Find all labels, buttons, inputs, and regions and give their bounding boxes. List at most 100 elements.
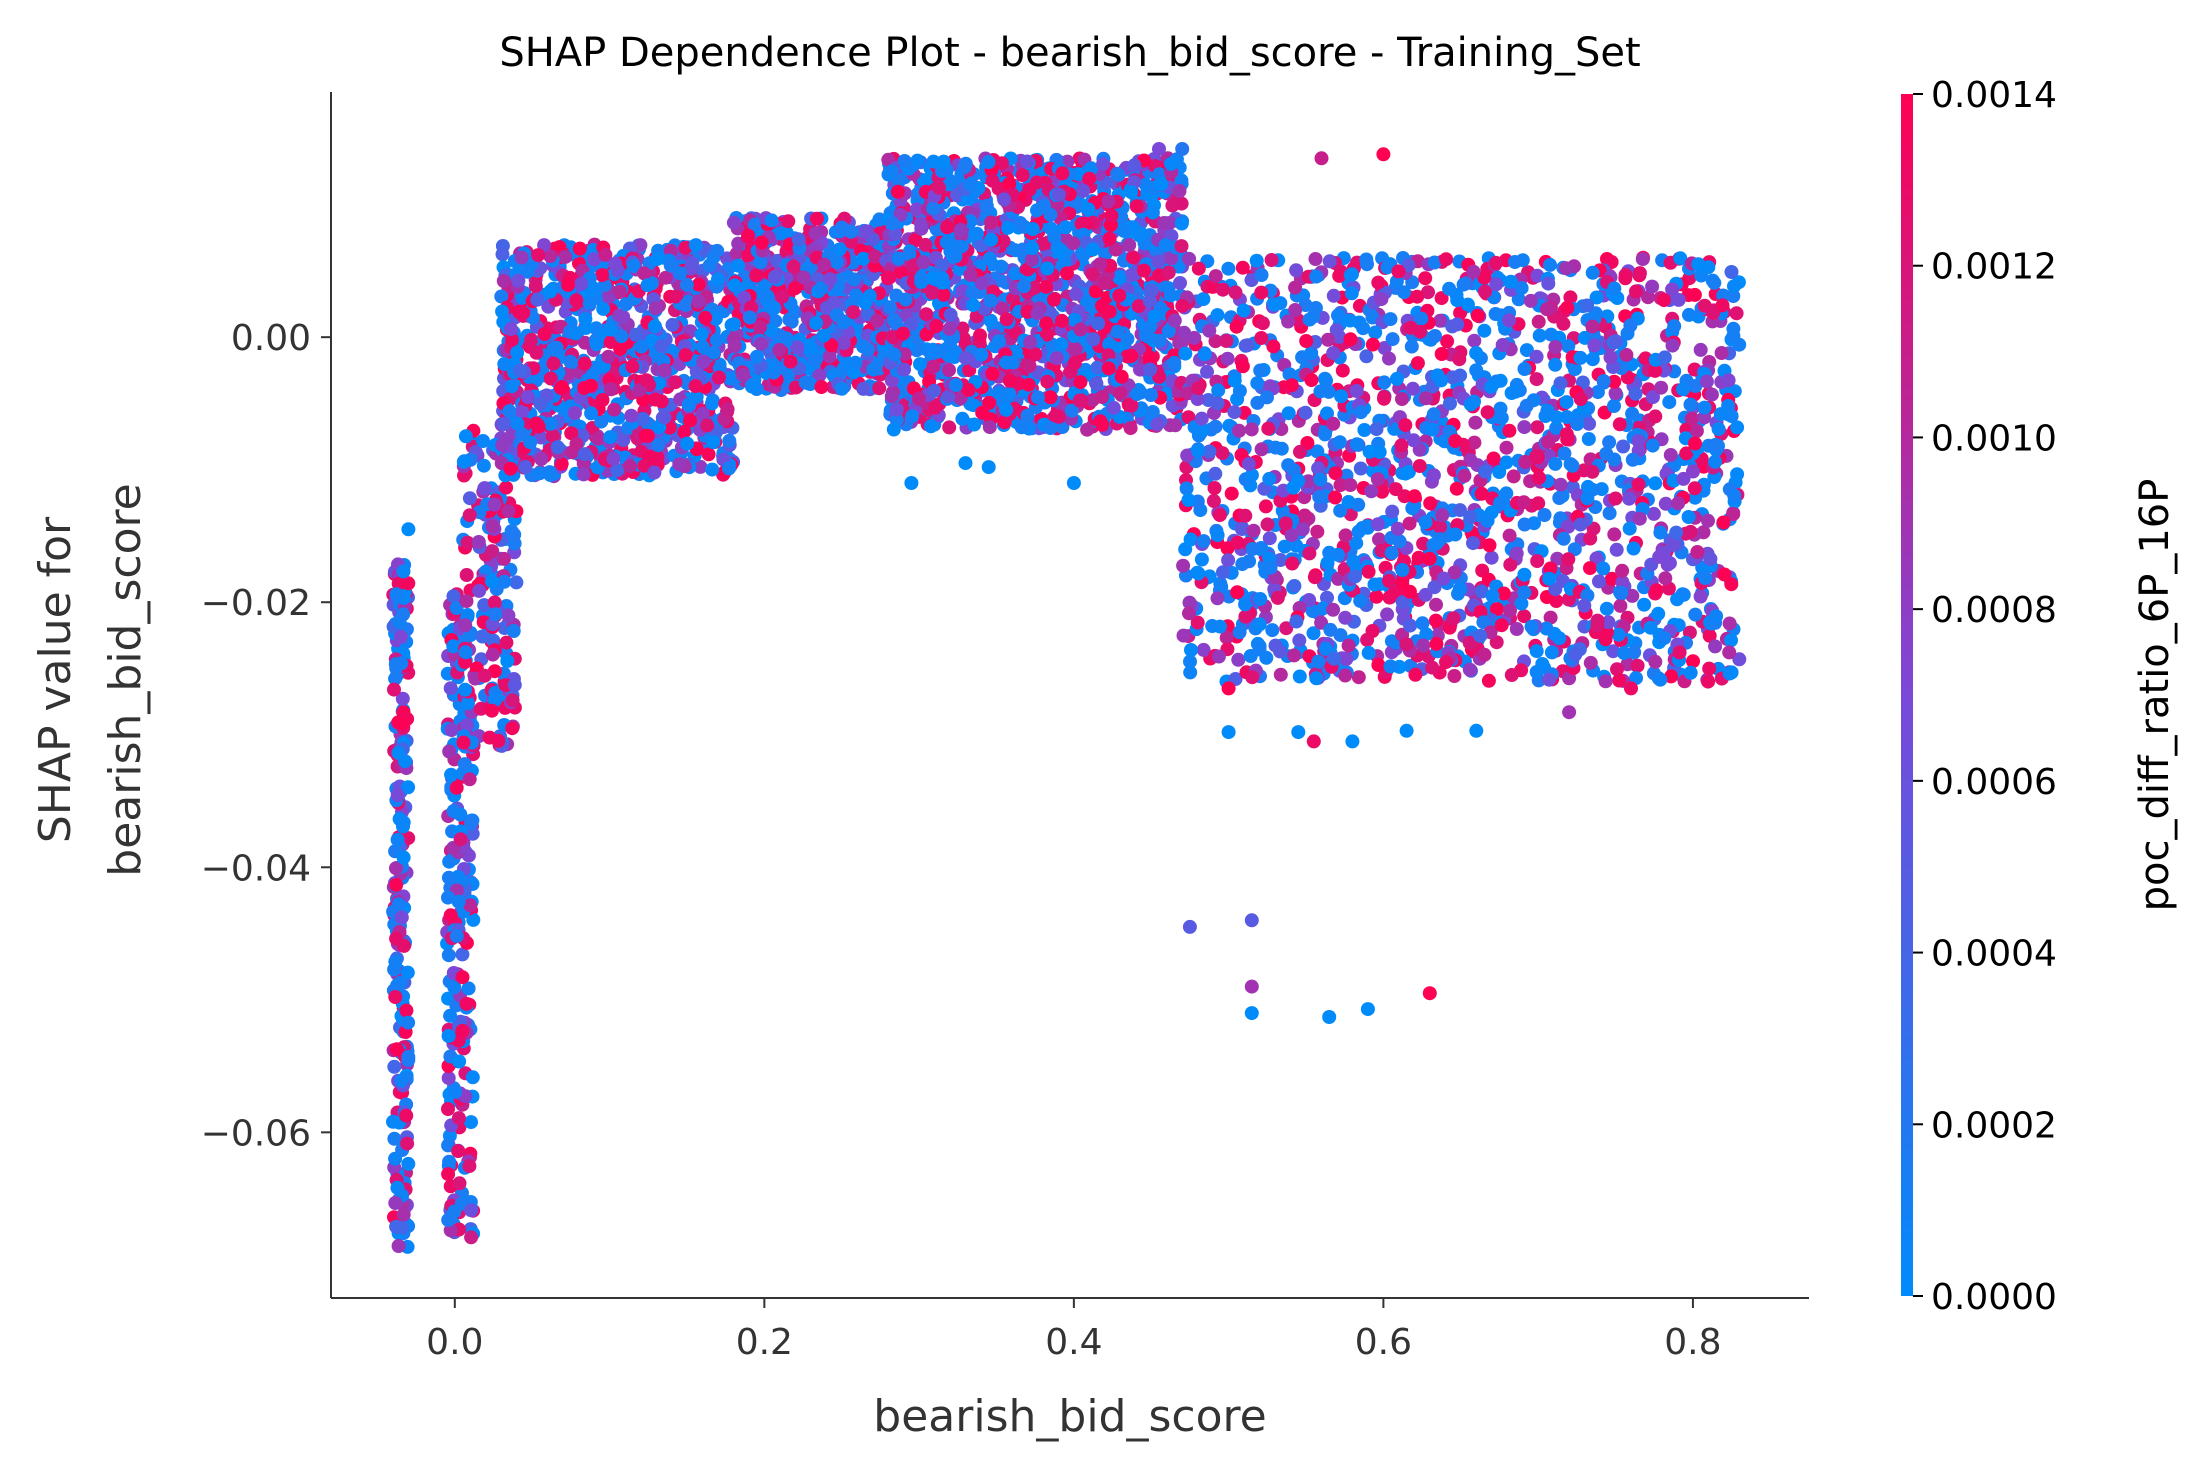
- scatter-point: [1382, 351, 1396, 366]
- scatter-point: [726, 215, 741, 230]
- scatter-point: [832, 242, 847, 257]
- scatter-point: [1689, 424, 1704, 438]
- scatter-point: [1000, 220, 1015, 235]
- scatter-point: [918, 237, 933, 252]
- scatter-point: [401, 576, 416, 591]
- scatter-point: [488, 693, 502, 707]
- scatter-point: [577, 356, 592, 371]
- scatter-point: [1649, 583, 1664, 598]
- scatter-point: [1194, 552, 1209, 567]
- scatter-point: [1101, 361, 1116, 376]
- scatter-point: [1106, 400, 1121, 415]
- scatter-point: [1113, 386, 1128, 401]
- scatter-point: [1602, 506, 1617, 521]
- scatter-point: [1730, 467, 1745, 482]
- scatter-point: [393, 630, 408, 644]
- scatter-point: [847, 272, 861, 287]
- scatter-point: [1310, 524, 1325, 539]
- scatter-point: [1685, 411, 1699, 426]
- scatter-point: [926, 201, 941, 216]
- scatter-point: [596, 301, 611, 316]
- scatter-point: [1529, 449, 1544, 464]
- scatter-point: [568, 326, 583, 341]
- scatter-point: [1048, 408, 1063, 423]
- scatter-point: [451, 894, 466, 909]
- scatter-point: [608, 256, 623, 271]
- scatter-point: [886, 313, 901, 327]
- scatter-point: [1484, 550, 1499, 565]
- scatter-point: [1224, 486, 1239, 501]
- scatter-point: [1665, 338, 1680, 353]
- scatter-point: [505, 332, 519, 347]
- scatter-point: [822, 349, 837, 364]
- scatter-point: [916, 255, 931, 270]
- scatter-point: [1609, 542, 1624, 557]
- scatter-point: [444, 767, 459, 782]
- scatter-point: [665, 317, 680, 332]
- scatter-point: [925, 285, 940, 300]
- scatter-point: [1254, 268, 1269, 282]
- scatter-point: [1039, 279, 1054, 294]
- scatter-point: [1404, 320, 1418, 335]
- scatter-point: [516, 306, 531, 320]
- scatter-point: [683, 413, 698, 428]
- scatter-point: [1618, 271, 1633, 286]
- scatter-point: [487, 595, 502, 610]
- scatter-point: [465, 826, 480, 841]
- scatter-point: [501, 608, 516, 623]
- scatter-point: [889, 402, 904, 417]
- scatter-point: [389, 861, 403, 876]
- scatter-point: [1120, 332, 1135, 346]
- scatter-point: [589, 337, 604, 352]
- scatter-point: [1129, 199, 1144, 214]
- scatter-point: [495, 304, 510, 319]
- scatter-point: [1174, 196, 1189, 211]
- scatter-point: [1040, 261, 1055, 276]
- scatter-point: [1245, 542, 1260, 556]
- scatter-point: [1657, 293, 1671, 308]
- scatter-point: [1722, 616, 1737, 631]
- scatter-point: [603, 335, 618, 350]
- scatter-point: [537, 327, 552, 341]
- scatter-point: [613, 284, 628, 299]
- scatter-point: [807, 353, 822, 368]
- scatter-point: [458, 682, 473, 697]
- scatter-point: [1020, 154, 1035, 169]
- scatter-point: [701, 447, 716, 462]
- scatter-point: [1486, 451, 1501, 466]
- scatter-point: [558, 249, 573, 264]
- scatter-point: [1043, 390, 1058, 405]
- scatter-point: [749, 349, 764, 364]
- scatter-point: [505, 721, 520, 736]
- scatter-point: [1434, 347, 1449, 361]
- scatter-point: [389, 1042, 404, 1057]
- scatter-point: [396, 716, 410, 731]
- scatter-point: [999, 312, 1014, 327]
- scatter-point: [603, 322, 618, 337]
- scatter-point: [1013, 216, 1028, 230]
- scatter-point: [1020, 408, 1035, 423]
- scatter-point: [591, 431, 606, 446]
- scatter-point: [817, 257, 832, 272]
- scatter-point: [499, 635, 514, 650]
- scatter-point: [1175, 298, 1190, 313]
- scatter-point: [1583, 655, 1598, 670]
- scatter-point: [772, 342, 787, 357]
- scatter-point: [1265, 623, 1280, 638]
- scatter-point: [448, 1084, 463, 1099]
- scatter-point: [760, 289, 775, 304]
- scatter-point: [1085, 242, 1100, 257]
- scatter-point: [1124, 185, 1139, 200]
- scatter-point: [1701, 513, 1715, 528]
- scatter-point: [507, 527, 522, 542]
- scatter-point: [459, 996, 474, 1011]
- scatter-point: [449, 929, 464, 944]
- scatter-point: [455, 947, 470, 962]
- scatter-point: [637, 266, 652, 281]
- scatter-point: [1200, 364, 1214, 379]
- scatter-point: [441, 1102, 455, 1116]
- scatter-point: [1542, 672, 1557, 687]
- scatter-point: [658, 270, 673, 285]
- scatter-point: [601, 349, 616, 364]
- scatter-point: [1229, 319, 1244, 334]
